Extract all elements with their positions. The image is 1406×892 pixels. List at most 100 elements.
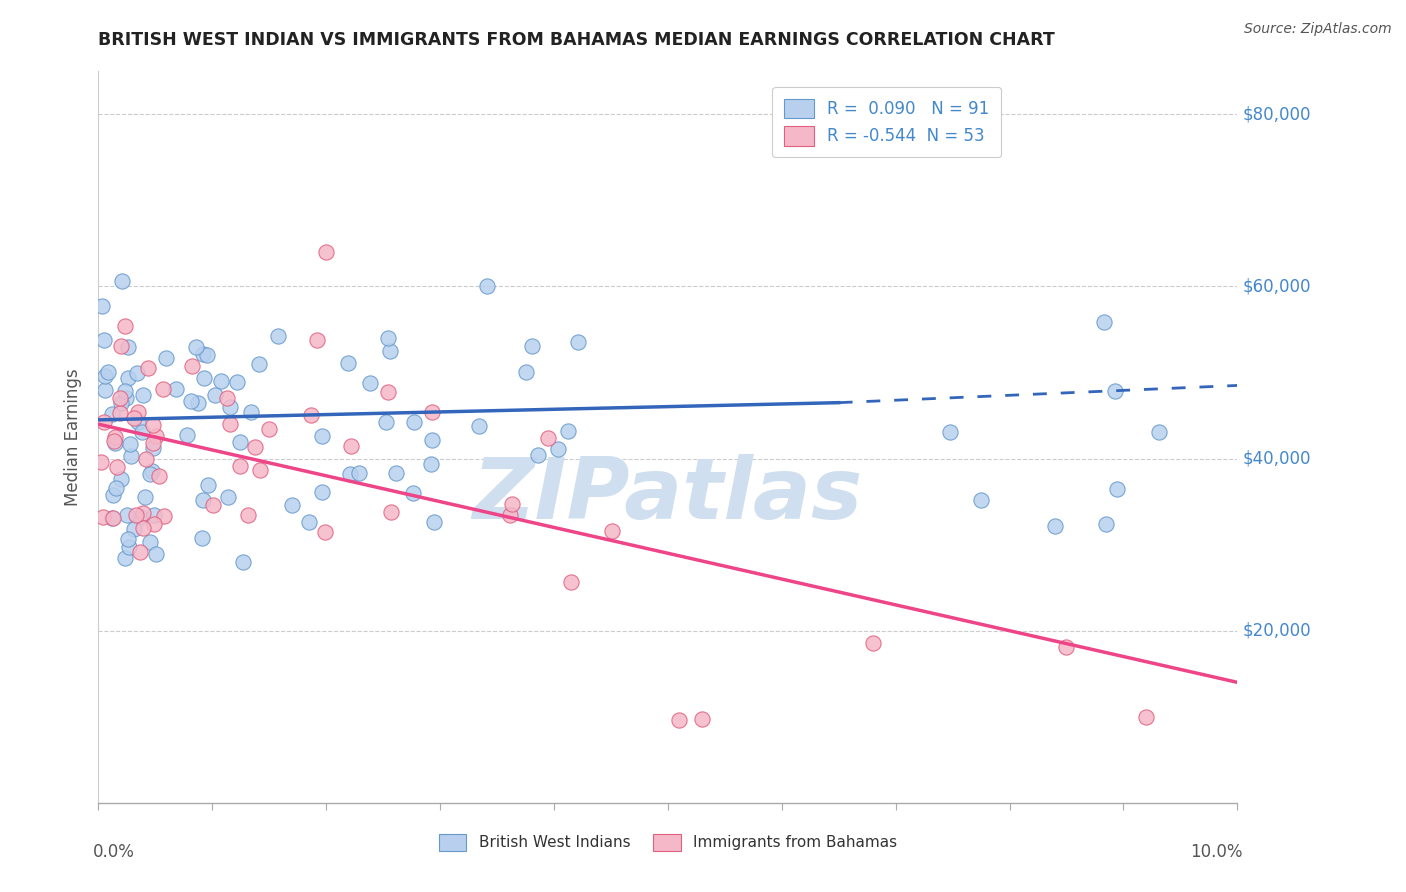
Point [280,498,302,512]
Point [314,524,336,539]
Point [202,498,225,512]
Point [115,508,138,522]
Point [132,506,155,520]
Point [165,382,187,396]
Point [103,488,125,502]
Point [193,347,215,361]
Point [537,431,560,445]
Point [132,521,155,535]
Point [560,574,582,589]
Point [377,331,399,345]
Point [184,340,207,354]
Point [236,508,259,523]
Point [668,713,690,727]
Point [385,466,408,480]
Point [134,490,156,504]
Point [229,435,252,450]
Point [191,492,214,507]
Point [93,333,115,347]
Point [193,370,215,384]
Point [209,374,232,388]
Point [180,394,202,409]
Point [110,339,132,353]
Point [127,405,149,419]
Point [422,404,444,418]
Point [180,359,202,374]
Point [108,406,131,420]
Point [104,429,127,443]
Point [402,486,425,500]
Point [101,407,124,421]
Point [139,467,162,482]
Point [142,441,165,455]
Point [1045,519,1067,533]
Point [110,392,132,406]
Point [104,436,127,450]
Point [122,411,145,425]
Text: 0.0%: 0.0% [93,843,135,861]
Point [380,343,402,358]
Point [110,275,132,289]
Point [143,508,166,523]
Point [340,439,363,453]
Point [145,547,167,561]
Point [120,449,142,463]
Point [94,369,117,384]
Point [105,482,128,496]
Point [499,508,522,523]
Point [117,533,139,547]
Point [155,351,177,365]
Point [204,387,226,401]
Point [91,299,114,313]
Text: Source: ZipAtlas.com: Source: ZipAtlas.com [1244,22,1392,37]
Text: BRITISH WEST INDIAN VS IMMIGRANTS FROM BAHAMAS MEDIAN EARNINGS CORRELATION CHART: BRITISH WEST INDIAN VS IMMIGRANTS FROM B… [98,31,1054,49]
Point [374,415,396,429]
Point [114,550,136,565]
Point [298,515,321,529]
Point [419,458,441,472]
Point [404,415,426,429]
Point [969,493,991,508]
Point [110,396,132,410]
Point [468,419,491,434]
Point [97,365,120,379]
Point [939,425,962,440]
Point [247,357,270,371]
Point [117,340,139,354]
Point [115,391,138,405]
Point [114,384,136,398]
Point [110,473,132,487]
Point [226,375,249,389]
Point [135,452,157,467]
Point [93,383,115,397]
Point [239,405,262,419]
Point [148,469,170,483]
Point [120,437,142,451]
Point [1092,315,1115,329]
Point [152,383,174,397]
Point [243,440,266,454]
Point [176,428,198,442]
Point [101,511,124,525]
Point [90,455,112,469]
Point [127,415,149,429]
Point [132,387,155,401]
Point [93,415,115,429]
Point [347,466,370,480]
Point [527,448,550,462]
Point [600,524,623,539]
Text: $20,000: $20,000 [1243,622,1312,640]
Point [422,434,444,448]
Legend: British West Indians, Immigrants from Bahamas: British West Indians, Immigrants from Ba… [433,828,903,857]
Point [380,505,402,519]
Point [219,401,242,415]
Point [129,510,152,524]
Point [311,485,333,500]
Point [501,497,523,511]
Point [142,418,165,433]
Point [191,531,214,545]
Text: $40,000: $40,000 [1243,450,1312,467]
Point [125,508,148,522]
Point [1135,710,1157,724]
Point [267,329,290,343]
